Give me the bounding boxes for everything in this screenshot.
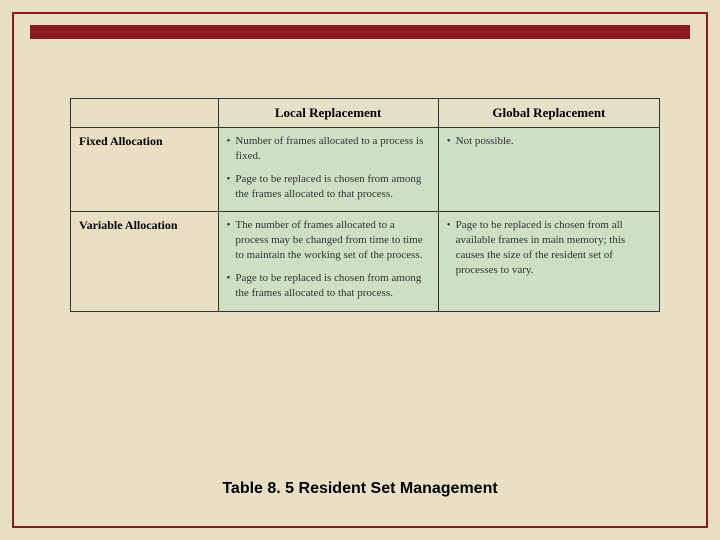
cell-fixed-global: • Not possible. bbox=[439, 128, 659, 211]
bullet-icon: • bbox=[227, 218, 231, 263]
cell-fixed-local: • Number of frames allocated to a proces… bbox=[219, 128, 439, 211]
bullet-text: Not possible. bbox=[453, 134, 651, 149]
bullet-item: • The number of frames allocated to a pr… bbox=[227, 218, 430, 263]
row-label-fixed: Fixed Allocation bbox=[71, 128, 219, 211]
bullet-icon: • bbox=[447, 218, 451, 277]
column-header-local: Local Replacement bbox=[219, 99, 439, 127]
table-row: Fixed Allocation • Number of frames allo… bbox=[71, 127, 659, 211]
table-caption: Table 8. 5 Resident Set Management bbox=[0, 480, 720, 498]
bullet-item: • Number of frames allocated to a proces… bbox=[227, 134, 430, 164]
row-label-variable: Variable Allocation bbox=[71, 212, 219, 310]
table-row: Variable Allocation • The number of fram… bbox=[71, 211, 659, 310]
bullet-text: Page to be replaced is chosen from among… bbox=[232, 172, 429, 202]
bullet-item: • Page to be replaced is chosen from amo… bbox=[227, 172, 430, 202]
table-header-row: Local Replacement Global Replacement bbox=[71, 99, 659, 127]
bullet-item: • Page to be replaced is chosen from all… bbox=[447, 218, 651, 277]
bullet-text: Number of frames allocated to a process … bbox=[232, 134, 429, 164]
bullet-item: • Not possible. bbox=[447, 134, 651, 149]
bullet-item: • Page to be replaced is chosen from amo… bbox=[227, 271, 430, 301]
resident-set-table: Local Replacement Global Replacement Fix… bbox=[70, 98, 660, 312]
bullet-icon: • bbox=[227, 134, 231, 164]
bullet-icon: • bbox=[227, 271, 231, 301]
bullet-icon: • bbox=[227, 172, 231, 202]
accent-bar bbox=[30, 25, 690, 39]
cell-variable-local: • The number of frames allocated to a pr… bbox=[219, 212, 439, 310]
bullet-text: The number of frames allocated to a proc… bbox=[232, 218, 429, 263]
bullet-text: Page to be replaced is chosen from among… bbox=[232, 271, 429, 301]
bullet-text: Page to be replaced is chosen from all a… bbox=[453, 218, 651, 277]
column-header-global: Global Replacement bbox=[439, 99, 659, 127]
bullet-icon: • bbox=[447, 134, 451, 149]
header-rowlabel-blank bbox=[71, 99, 219, 127]
cell-variable-global: • Page to be replaced is chosen from all… bbox=[439, 212, 659, 310]
